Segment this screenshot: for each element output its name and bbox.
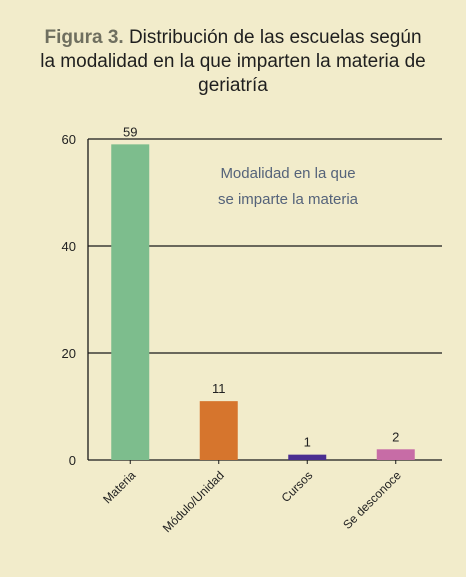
y-tick-label: 0	[69, 453, 76, 468]
category-label: Cursos	[279, 468, 316, 505]
caption-line-1: Distribución de las escuelas según	[128, 27, 422, 48]
annotation-layer: Modalidad en la que se imparte la materia	[218, 165, 359, 208]
data-label: 59	[123, 124, 137, 139]
category-label: Materia	[100, 468, 138, 506]
figure-number: Figura 3.	[44, 27, 124, 48]
annotation-line: Modalidad en la que	[220, 165, 355, 182]
data-label: 1	[304, 435, 311, 450]
bar-3	[376, 449, 415, 460]
bar-1	[199, 401, 238, 460]
category-label: Módulo/Unidad	[160, 468, 227, 535]
figure-caption: Figura 3. Distribución de las escuelas s…	[8, 26, 458, 98]
bar-0	[111, 144, 150, 460]
bar-2	[288, 454, 327, 460]
annotation-line: se imparte la materia	[218, 191, 359, 208]
data-label: 11	[212, 381, 226, 396]
y-tick-label: 60	[62, 132, 76, 147]
category-label: Se desconoce	[340, 468, 404, 532]
y-tick-label: 20	[62, 346, 76, 361]
y-tick-label: 40	[62, 239, 76, 254]
caption-line-2: la modalidad en la que imparten la mater…	[40, 51, 426, 72]
bar-layer	[111, 144, 415, 460]
data-label: 2	[392, 429, 399, 444]
caption-line-3: geriatría	[198, 75, 268, 96]
